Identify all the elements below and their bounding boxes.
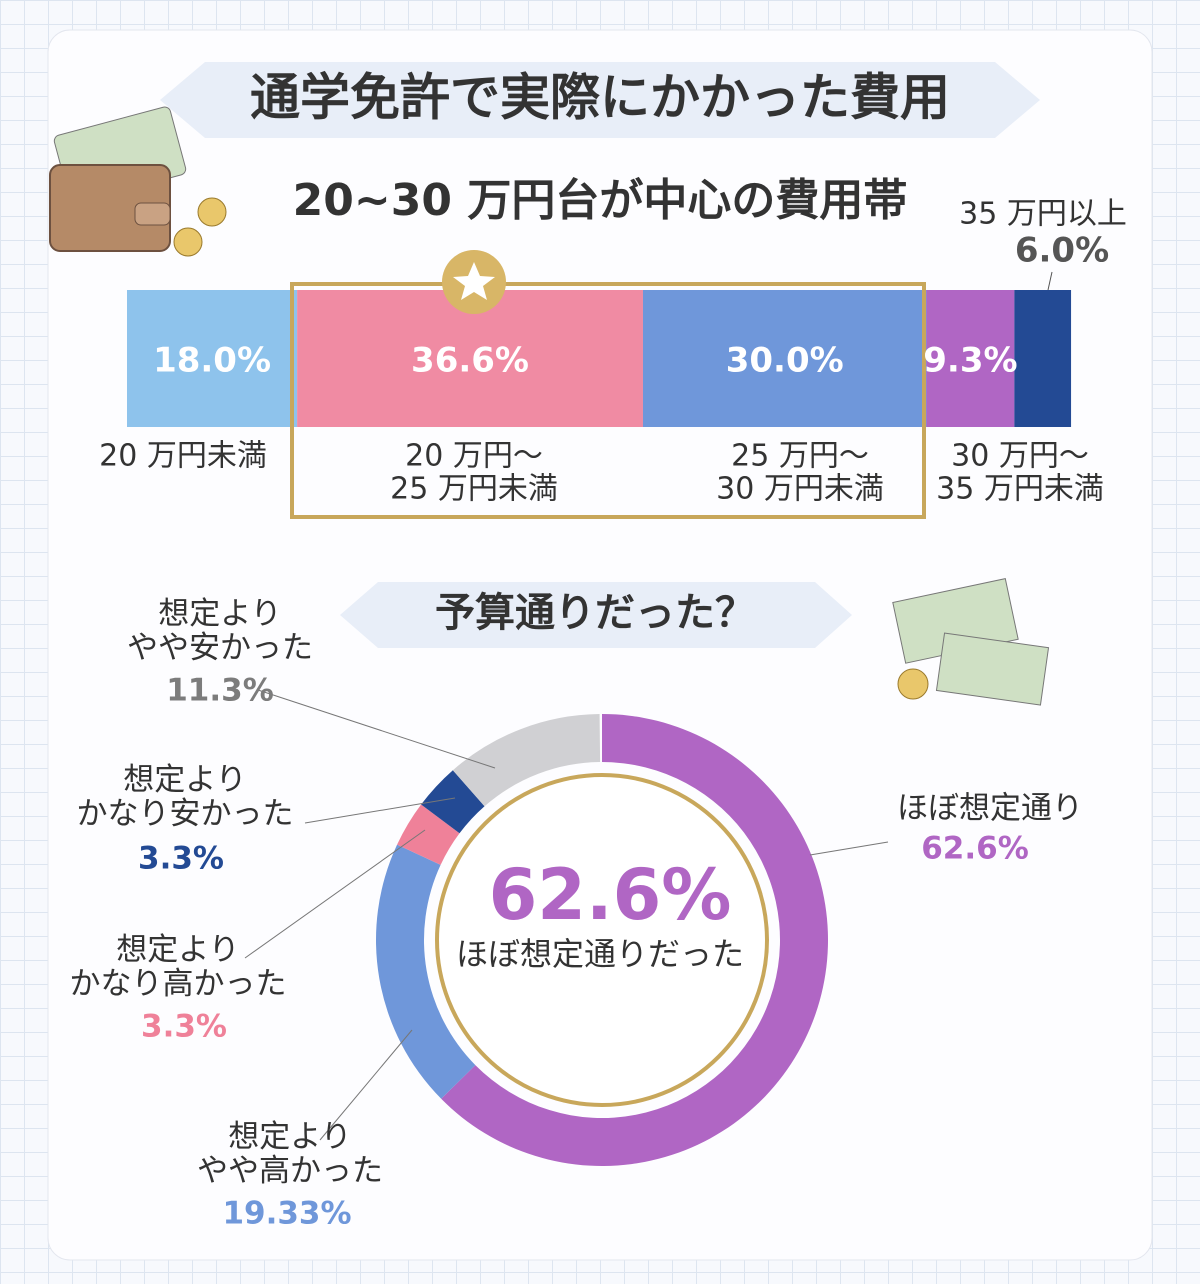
donut-segment [441,714,828,1166]
category-label: 想定よりやや安かった [127,595,313,665]
category-label: 想定よりやや高かった [197,1118,383,1188]
category-label: 30 万円～ 35 万円未満 [936,438,1104,506]
donut-segment [452,714,601,807]
title-banner [340,582,852,648]
category-label: ほぼ想定通り [897,791,1083,827]
donut-title: 予算通りだった？ [435,590,755,636]
money-icon [892,578,1050,706]
highlight-frame [290,282,926,519]
category-label: 20 万円未満 [99,439,267,474]
title-banner [160,62,1040,138]
value-label: 19.33% [222,1196,351,1232]
value-label: 3.3% [141,1009,227,1045]
value-label: 3.3% [138,841,224,877]
category-label: 想定よりかなり高かった [70,931,287,1001]
donut-segment [397,804,460,865]
wallet-icon [49,106,227,257]
value-label: 18.0% [153,341,271,381]
category-label: 35 万円以上 [959,197,1127,232]
bar-segment [1014,290,1072,427]
value-label: 30.0% [726,341,844,381]
value-label: 6.0% [1015,231,1109,271]
bar-segment [127,290,298,427]
leader-lines [244,689,889,1141]
value-label: 9.3% [923,341,1017,381]
value-label: 62.6% [921,831,1029,867]
leader-line [1047,271,1053,291]
category-label: 25 万円～ 30 万円未満 [716,438,884,506]
center-ring [435,773,769,1107]
center-text: ほぼ想定通りだった [456,935,744,973]
bar-segment [926,290,1015,427]
subtitle: 20~30 万円台が中心の費用帯 [293,175,908,226]
title: 通学免許で実際にかかった費用 [250,69,950,127]
category-label: 想定よりかなり安かった [77,761,294,831]
value-label: 36.6% [411,341,529,381]
category-label: 20 万円～ 25 万円未満 [390,438,558,506]
donut-segment [376,844,476,1099]
donut-segment [421,770,485,834]
star [453,262,495,300]
center-value: 62.6% [489,854,732,936]
bar-segment [642,290,927,427]
value-label: 11.3% [166,673,274,709]
